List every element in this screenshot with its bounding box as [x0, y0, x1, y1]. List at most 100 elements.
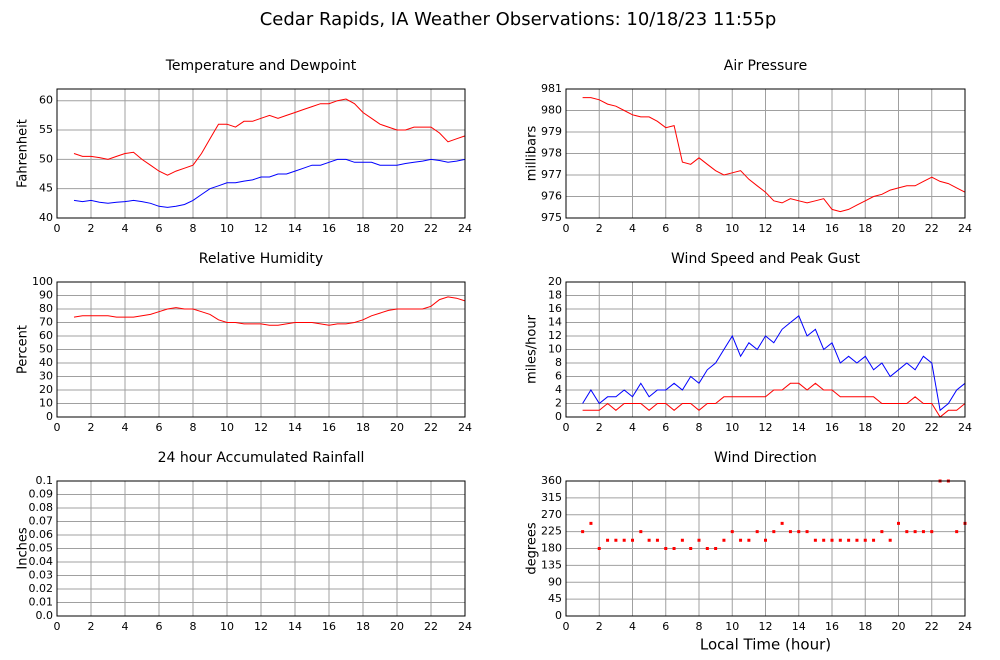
- x-tick-label: 12: [254, 222, 268, 235]
- data-point: [897, 521, 900, 525]
- data-point: [847, 538, 851, 542]
- x-tick-label: 22: [925, 421, 939, 434]
- data-point: [606, 538, 610, 542]
- y-tick-label: 90: [39, 289, 53, 302]
- y-tick-label: 14: [548, 316, 562, 329]
- y-tick-label: 978: [541, 147, 562, 160]
- x-tick-label: 4: [122, 222, 129, 235]
- x-tick-label: 18: [356, 222, 370, 235]
- x-tick-label: 20: [892, 620, 906, 633]
- y-tick-label: 10: [39, 397, 53, 410]
- y-tick-label: 0.02: [29, 582, 54, 595]
- y-tick-label: 80: [39, 302, 53, 315]
- x-tick-label: 6: [662, 222, 669, 235]
- y-tick-label: 360: [541, 474, 562, 487]
- data-point: [930, 530, 934, 534]
- data-point: [830, 538, 834, 542]
- x-tick-label: 2: [88, 620, 95, 633]
- y-axis-label: Fahrenheit: [16, 119, 31, 188]
- data-point: [863, 538, 867, 542]
- x-tick-label: 4: [629, 620, 636, 633]
- plot-border: [56, 281, 466, 418]
- chart-title: Temperature and Dewpoint: [165, 58, 357, 74]
- y-tick-label: 50: [39, 152, 53, 165]
- x-tick-label: 12: [254, 620, 268, 633]
- x-tick-label: 6: [662, 620, 669, 633]
- y-tick-label: 0: [555, 410, 562, 423]
- x-tick-label: 18: [356, 421, 370, 434]
- data-line: [582, 314, 966, 412]
- data-point: [680, 538, 684, 542]
- x-tick-label: 6: [156, 222, 163, 235]
- data-point: [955, 530, 959, 534]
- y-axis-label: degrees: [525, 522, 540, 575]
- x-tick-label: 16: [825, 222, 839, 235]
- y-tick-label: 70: [39, 316, 53, 329]
- x-tick-label: 20: [390, 222, 404, 235]
- x-tick-label: 14: [792, 421, 806, 434]
- y-tick-label: 980: [541, 104, 562, 117]
- x-tick-label: 12: [759, 421, 773, 434]
- x-tick-label: 2: [596, 222, 603, 235]
- y-tick-label: 2: [555, 397, 562, 410]
- data-point: [631, 538, 634, 542]
- data-point: [764, 538, 767, 542]
- x-tick-label: 4: [629, 222, 636, 235]
- y-tick-label: 0.1: [36, 474, 54, 487]
- data-point: [730, 530, 734, 534]
- data-point: [905, 530, 909, 534]
- data-line: [73, 296, 466, 326]
- x-tick-label: 4: [629, 421, 636, 434]
- x-tick-label: 4: [122, 421, 129, 434]
- x-tick-label: 14: [288, 421, 302, 434]
- data-point: [880, 530, 884, 534]
- x-tick-label: 24: [458, 421, 472, 434]
- x-tick-label: 16: [825, 421, 839, 434]
- y-tick-label: 270: [541, 508, 562, 521]
- x-tick-label: 18: [858, 421, 872, 434]
- y-tick-label: 979: [541, 125, 562, 138]
- x-tick-label: 16: [825, 620, 839, 633]
- x-tick-label: 22: [424, 620, 438, 633]
- data-point: [755, 530, 759, 534]
- x-tick-label: 22: [925, 620, 939, 633]
- data-point: [639, 530, 643, 534]
- data-point: [797, 530, 801, 534]
- data-point: [813, 538, 817, 542]
- y-tick-label: 10: [548, 343, 562, 356]
- y-tick-label: 20: [39, 383, 53, 396]
- data-point: [772, 530, 776, 534]
- x-tick-label: 14: [288, 620, 302, 633]
- x-tick-label: 8: [190, 421, 197, 434]
- x-tick-label: 8: [696, 620, 703, 633]
- y-tick-label: 977: [541, 168, 562, 181]
- y-tick-label: 40: [39, 356, 53, 369]
- x-tick-label: 10: [220, 222, 234, 235]
- x-tick-label: 18: [858, 222, 872, 235]
- y-tick-label: 4: [555, 383, 562, 396]
- y-tick-label: 45: [39, 182, 53, 195]
- y-tick-label: 0.07: [29, 515, 54, 528]
- data-point: [888, 538, 892, 542]
- y-tick-label: 18: [548, 289, 562, 302]
- y-tick-label: 40: [39, 211, 53, 224]
- x-tick-label: 24: [458, 222, 472, 235]
- x-tick-label: 10: [725, 620, 739, 633]
- x-tick-label: 16: [322, 620, 336, 633]
- x-tick-label: 0: [563, 620, 570, 633]
- data-point: [788, 530, 792, 534]
- plot-border: [565, 88, 966, 219]
- data-point: [822, 538, 826, 542]
- data-point: [614, 538, 618, 542]
- x-tick-label: 16: [322, 421, 336, 434]
- x-tick-label: 0: [563, 421, 570, 434]
- y-axis-label: Inches: [16, 527, 31, 569]
- data-line: [582, 382, 966, 418]
- y-tick-label: 976: [541, 190, 562, 203]
- x-tick-label: 12: [254, 421, 268, 434]
- x-tick-label: 8: [696, 421, 703, 434]
- y-axis-label: miles/hour: [525, 314, 540, 383]
- y-tick-label: 45: [548, 592, 562, 605]
- y-tick-label: 50: [39, 343, 53, 356]
- data-line: [73, 158, 466, 208]
